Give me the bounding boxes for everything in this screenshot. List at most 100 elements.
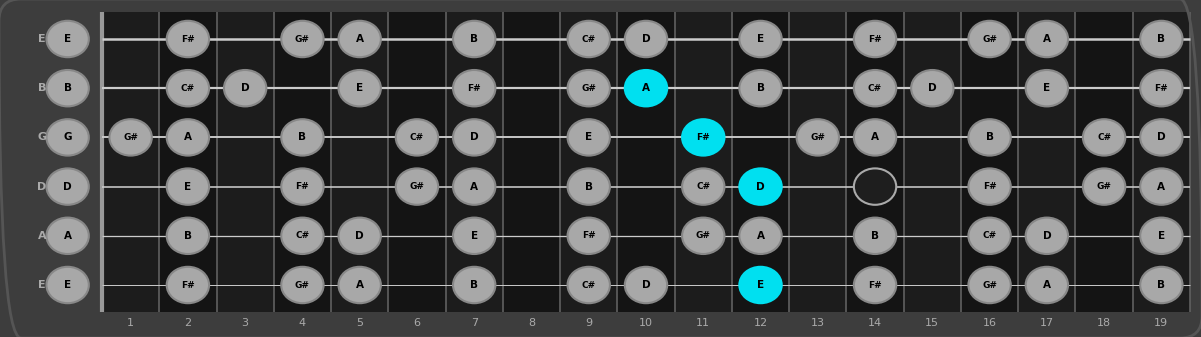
Ellipse shape bbox=[1026, 218, 1068, 254]
Ellipse shape bbox=[854, 267, 896, 303]
Text: B: B bbox=[1158, 34, 1165, 44]
Text: B: B bbox=[37, 83, 46, 93]
Text: C#: C# bbox=[410, 133, 424, 142]
Text: C#: C# bbox=[868, 84, 882, 93]
Text: G#: G# bbox=[124, 133, 138, 142]
Text: A: A bbox=[757, 231, 765, 241]
Ellipse shape bbox=[453, 119, 495, 156]
Ellipse shape bbox=[281, 218, 323, 254]
Text: C#: C# bbox=[982, 231, 997, 240]
Text: F#: F# bbox=[1154, 84, 1169, 93]
Text: B: B bbox=[1158, 280, 1165, 290]
Ellipse shape bbox=[854, 168, 896, 205]
Text: B: B bbox=[471, 280, 478, 290]
Text: A: A bbox=[471, 182, 478, 192]
Text: C#: C# bbox=[1097, 133, 1111, 142]
Text: E: E bbox=[357, 83, 363, 93]
Ellipse shape bbox=[453, 21, 495, 57]
Text: D: D bbox=[37, 182, 47, 192]
Bar bbox=[216, 12, 274, 312]
Ellipse shape bbox=[968, 218, 1011, 254]
Ellipse shape bbox=[796, 119, 839, 156]
Text: E: E bbox=[64, 34, 71, 44]
Text: A: A bbox=[871, 132, 879, 143]
Ellipse shape bbox=[109, 119, 151, 156]
Ellipse shape bbox=[453, 70, 495, 106]
Bar bbox=[617, 12, 675, 312]
Text: A: A bbox=[1042, 280, 1051, 290]
Ellipse shape bbox=[1083, 168, 1125, 205]
Ellipse shape bbox=[47, 119, 89, 156]
Ellipse shape bbox=[968, 21, 1011, 57]
Text: F#: F# bbox=[181, 280, 195, 289]
Ellipse shape bbox=[1140, 21, 1183, 57]
Bar bbox=[847, 12, 903, 312]
Text: G#: G# bbox=[811, 133, 825, 142]
Text: G#: G# bbox=[982, 280, 997, 289]
Text: G: G bbox=[37, 132, 47, 143]
Ellipse shape bbox=[47, 21, 89, 57]
Ellipse shape bbox=[1026, 70, 1068, 106]
Text: D: D bbox=[470, 132, 478, 143]
Ellipse shape bbox=[223, 70, 267, 106]
Bar bbox=[675, 12, 731, 312]
Bar bbox=[160, 12, 216, 312]
Text: C#: C# bbox=[181, 84, 195, 93]
Text: A: A bbox=[355, 34, 364, 44]
Text: E: E bbox=[471, 231, 478, 241]
Bar bbox=[961, 12, 1018, 312]
Text: C#: C# bbox=[581, 34, 596, 43]
Text: F#: F# bbox=[868, 280, 882, 289]
Text: D: D bbox=[355, 231, 364, 241]
Ellipse shape bbox=[47, 168, 89, 205]
Ellipse shape bbox=[568, 218, 610, 254]
Ellipse shape bbox=[281, 168, 323, 205]
Ellipse shape bbox=[740, 168, 782, 205]
Text: 4: 4 bbox=[299, 318, 306, 328]
Text: F#: F# bbox=[582, 231, 596, 240]
Text: 10: 10 bbox=[639, 318, 653, 328]
Bar bbox=[388, 12, 446, 312]
Ellipse shape bbox=[625, 70, 668, 106]
Bar bbox=[446, 12, 503, 312]
Ellipse shape bbox=[568, 21, 610, 57]
Ellipse shape bbox=[625, 267, 668, 303]
Ellipse shape bbox=[1140, 119, 1183, 156]
Bar bbox=[903, 12, 961, 312]
Ellipse shape bbox=[740, 70, 782, 106]
Ellipse shape bbox=[740, 218, 782, 254]
Text: A: A bbox=[643, 83, 650, 93]
Ellipse shape bbox=[625, 21, 668, 57]
Text: 6: 6 bbox=[413, 318, 420, 328]
Ellipse shape bbox=[339, 70, 381, 106]
Text: G#: G# bbox=[695, 231, 711, 240]
Text: E: E bbox=[38, 34, 46, 44]
Ellipse shape bbox=[396, 168, 438, 205]
Ellipse shape bbox=[854, 21, 896, 57]
Ellipse shape bbox=[854, 218, 896, 254]
Text: D: D bbox=[757, 182, 765, 192]
Ellipse shape bbox=[339, 267, 381, 303]
Text: C#: C# bbox=[697, 182, 710, 191]
Ellipse shape bbox=[912, 70, 954, 106]
Text: D: D bbox=[641, 280, 650, 290]
Text: A: A bbox=[1042, 34, 1051, 44]
Ellipse shape bbox=[1140, 218, 1183, 254]
Ellipse shape bbox=[47, 267, 89, 303]
Text: A: A bbox=[355, 280, 364, 290]
Ellipse shape bbox=[453, 267, 495, 303]
Text: A: A bbox=[37, 231, 46, 241]
Bar bbox=[560, 12, 617, 312]
Text: F#: F# bbox=[697, 133, 710, 142]
Ellipse shape bbox=[1083, 119, 1125, 156]
Bar bbox=[503, 12, 560, 312]
Text: D: D bbox=[1042, 231, 1051, 241]
FancyBboxPatch shape bbox=[102, 12, 1190, 312]
Text: 15: 15 bbox=[925, 318, 939, 328]
Text: E: E bbox=[1158, 231, 1165, 241]
Text: F#: F# bbox=[467, 84, 482, 93]
Bar bbox=[1018, 12, 1075, 312]
Ellipse shape bbox=[281, 267, 323, 303]
Text: 9: 9 bbox=[585, 318, 592, 328]
Text: 16: 16 bbox=[982, 318, 997, 328]
